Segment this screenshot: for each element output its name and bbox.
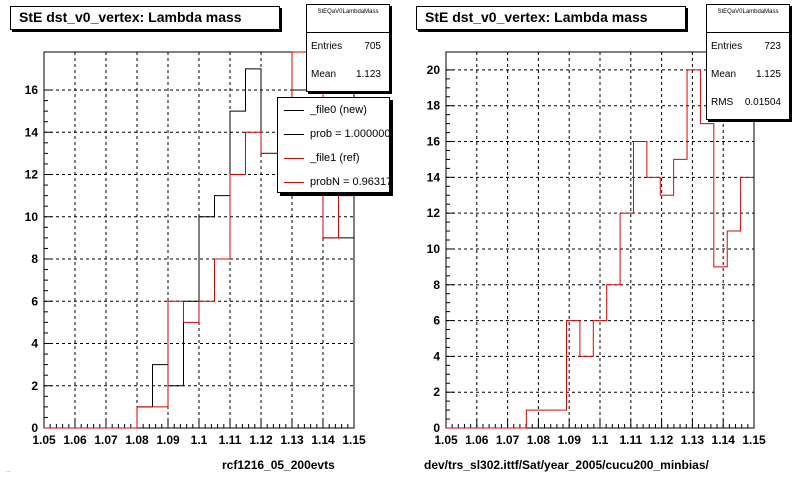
- left-x-tick-label: 1.1: [191, 433, 208, 447]
- left-x-tick-label: 1.08: [125, 433, 149, 447]
- right-x-tick-label: 1.06: [465, 433, 489, 447]
- right-y-tick-label: 10: [427, 242, 441, 256]
- right-y-tick-label: 0: [433, 421, 440, 435]
- right-y-tick-label: 6: [433, 314, 440, 328]
- left-stats-mean-row: Mean 1.123: [307, 61, 389, 89]
- legend-item-probn: probN = 0.963175: [278, 170, 390, 192]
- left-stats-entries-row: Entries 705: [307, 33, 389, 61]
- left-stats-mean-label: Mean: [311, 69, 337, 80]
- legend-swatch-prob: [284, 133, 304, 135]
- right-y-tick-label: 8: [433, 278, 440, 292]
- right-stats-rms-row: RMS 0.01504: [707, 89, 789, 117]
- left-y-tick-label: 10: [25, 210, 39, 224]
- right-x-tick-label: 1.08: [527, 433, 551, 447]
- left-y-tick-label: 0: [31, 421, 38, 435]
- left-x-tick-label: 1.06: [63, 433, 87, 447]
- left-x-tick-label: 1.13: [280, 433, 304, 447]
- legend-label-probn: probN = 0.963175: [310, 176, 390, 188]
- left-y-tick-label: 6: [31, 294, 38, 308]
- right-x-tick-label: 1.15: [742, 433, 766, 447]
- right-plot-title: StE dst_v0_vertex: Lambda mass: [416, 6, 686, 30]
- left-footer-label: rcf1216_05_200evts: [222, 458, 335, 472]
- right-y-tick-label: 20: [427, 63, 441, 77]
- left-x-tick-label: 1.09: [156, 433, 180, 447]
- legend-label-file0: _file0 (new): [310, 104, 367, 116]
- right-y-tick-label: 18: [427, 99, 441, 113]
- right-series-0-histogram: [446, 69, 754, 429]
- left-x-tick-label: 1.11: [219, 433, 242, 447]
- left-y-tick-label: 4: [31, 337, 38, 351]
- left-plot-title: StE dst_v0_vertex: Lambda mass: [10, 6, 280, 30]
- left-stats-mean-value: 1.123: [355, 69, 381, 80]
- left-y-tick-label: 14: [25, 125, 39, 139]
- left-x-tick-label: 1.15: [342, 433, 366, 447]
- right-footer-label: dev/trs_sl302.ittf/Sat/year_2005/cucu200…: [424, 458, 709, 472]
- right-x-tick-label: 1.05: [434, 433, 458, 447]
- right-stats-box: StEQaV0LambdaMass Entries 723 Mean 1.125…: [706, 4, 790, 120]
- right-stats-mean-value: 1.125: [755, 69, 781, 80]
- right-y-tick-label: 4: [433, 349, 440, 363]
- right-y-tick-label: 2: [433, 385, 440, 399]
- right-x-tick-label: 1.14: [712, 433, 736, 447]
- left-x-tick-label: 1.14: [311, 433, 335, 447]
- legend-item-file0: _file0 (new): [278, 98, 389, 122]
- legend-item-file1: _file1 (ref): [278, 146, 389, 170]
- legend-label-prob: prob = 1.000000: [310, 128, 390, 140]
- left-stats-entries-value: 705: [364, 41, 381, 52]
- right-stats-mean-label: Mean: [711, 69, 737, 80]
- right-x-tick-label: 1.07: [496, 433, 520, 447]
- right-stats-name: StEQaV0LambdaMass: [707, 5, 789, 33]
- left-y-tick-label: 2: [31, 379, 38, 393]
- right-y-tick-label: 14: [427, 170, 441, 184]
- left-y-tick-label: 8: [31, 252, 38, 266]
- left-x-tick-label: 1.07: [94, 433, 118, 447]
- left-y-tick-label: 16: [25, 83, 39, 97]
- left-x-tick-label: 1.12: [249, 433, 273, 447]
- left-legend: _file0 (new) prob = 1.000000 _file1 (ref…: [277, 97, 390, 193]
- right-x-tick-label: 1.13: [681, 433, 705, 447]
- right-y-tick-label: 16: [427, 135, 441, 149]
- legend-swatch-file0: [284, 109, 304, 111]
- left-x-tick-label: 1.05: [32, 433, 56, 447]
- legend-item-prob: prob = 1.000000: [278, 122, 389, 146]
- right-y-tick-label: 12: [427, 206, 441, 220]
- left-series-1-histogram: [44, 51, 354, 429]
- legend-swatch-file1: [284, 157, 304, 159]
- right-stats-entries-row: Entries 723: [707, 33, 789, 61]
- right-stats-entries-value: 723: [764, 41, 781, 52]
- legend-label-file1: _file1 (ref): [310, 152, 360, 164]
- left-y-tick-label: 12: [25, 168, 39, 182]
- right-x-tick-label: 1.09: [558, 433, 582, 447]
- timestamp: ...: [6, 468, 12, 474]
- left-stats-entries-label: Entries: [311, 41, 343, 52]
- right-x-tick-label: 1.1: [592, 433, 609, 447]
- right-stats-rms-value: 0.01504: [744, 97, 781, 108]
- right-stats-entries-label: Entries: [711, 41, 743, 52]
- right-x-tick-label: 1.11: [619, 433, 642, 447]
- legend-swatch-probn: [284, 181, 304, 183]
- right-stats-rms-label: RMS: [711, 97, 734, 108]
- right-x-tick-label: 1.12: [650, 433, 674, 447]
- right-stats-mean-row: Mean 1.125: [707, 61, 789, 89]
- left-stats-name: StEQaV0LambdaMass: [307, 5, 389, 33]
- left-stats-box: StEQaV0LambdaMass Entries 705 Mean 1.123: [306, 4, 390, 92]
